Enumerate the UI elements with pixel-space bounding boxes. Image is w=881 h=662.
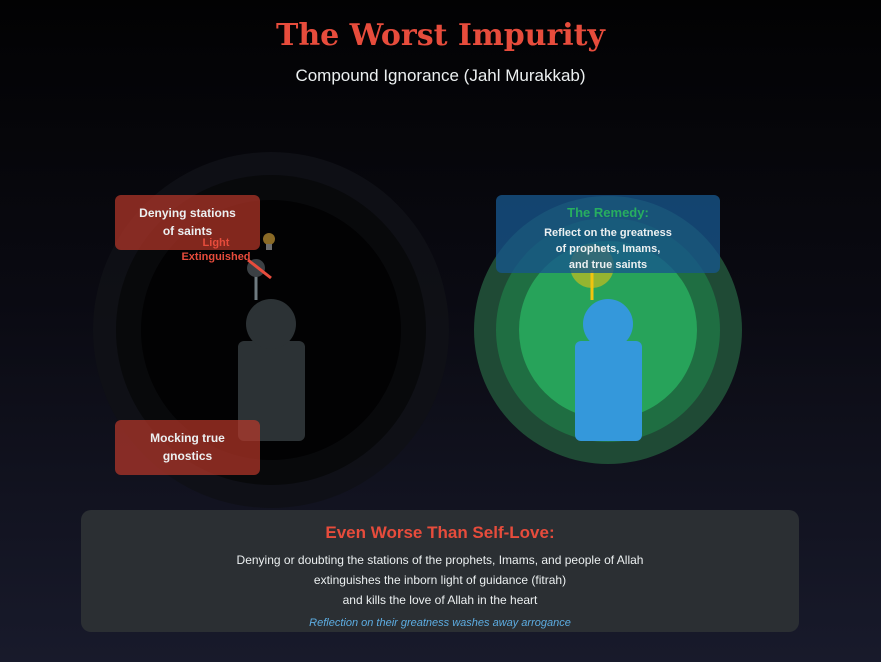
extinguished-bulb-icon: [263, 233, 275, 250]
explanation-line2: extinguishes the inborn light of guidanc…: [313, 573, 567, 587]
remedy-box: The Remedy: Reflect on the greatness of …: [496, 195, 720, 273]
remedy-line1: Reflect on the greatness: [544, 227, 672, 239]
page-title: The Worst Impurity: [276, 18, 605, 53]
light-extinguished-label: Light Extinguished: [178, 236, 254, 264]
denying-line1: Denying stations: [139, 206, 236, 220]
reflection-note: Reflection on their greatness washes awa…: [309, 617, 571, 629]
explanation-line3: and kills the love of Allah in the heart: [342, 593, 538, 607]
denying-stations-box: Denying stations of saints: [115, 195, 260, 250]
light-label-line2: Extinguished: [181, 251, 251, 263]
mocking-gnostics-box: Mocking true gnostics: [115, 420, 260, 475]
page-subtitle: Compound Ignorance (Jahl Murakkab): [295, 66, 586, 85]
explanation-title: Even Worse Than Self-Love:: [325, 523, 555, 542]
remedy-title: The Remedy:: [567, 205, 649, 220]
explanation-panel: Even Worse Than Self-Love: Denying or do…: [81, 510, 799, 632]
explanation-line1: Denying or doubting the stations of the …: [236, 553, 644, 567]
denying-line2: of saints: [162, 224, 213, 238]
remedy-text: Reflect on the greatness of prophets, Im…: [496, 225, 720, 273]
explanation-body: Denying or doubting the stations of the …: [81, 550, 799, 610]
light-label-line1: Light: [202, 237, 230, 249]
ignorant-figure: [238, 258, 305, 441]
extinguish-slash: [247, 258, 272, 280]
remedy-line3: and true saints: [568, 259, 648, 271]
mocking-line1: Mocking true: [150, 431, 225, 445]
mocking-line2: gnostics: [162, 449, 213, 463]
remedy-line2: of prophets, Imams,: [555, 243, 661, 255]
